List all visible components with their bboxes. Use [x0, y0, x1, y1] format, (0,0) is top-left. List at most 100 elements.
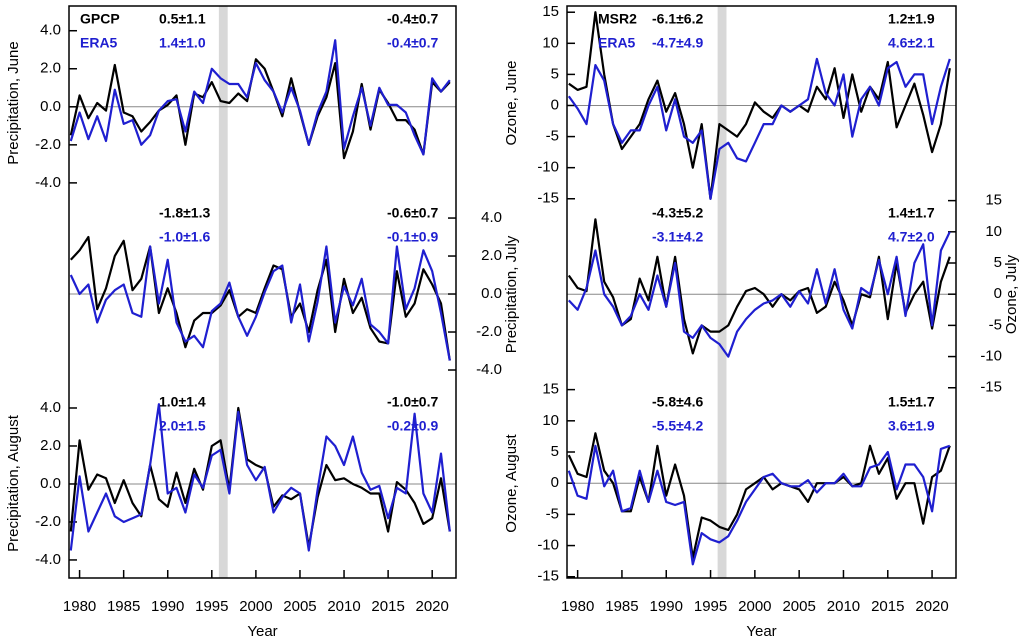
y-tick-label: 5 [994, 254, 1002, 271]
series-line [69, 39, 451, 156]
x-tick-label: 2000 [239, 598, 272, 615]
y-tick-label: 0 [551, 96, 559, 113]
x-tick-label: 1995 [694, 598, 727, 615]
y-tick-label: 0.0 [481, 285, 502, 302]
y-tick-label: 15 [542, 381, 559, 398]
legend-entry: ERA5 [80, 35, 118, 51]
y-tick-label: -5 [546, 128, 559, 145]
trend-label: -3.1±4.2 [652, 229, 703, 245]
trend-label: 1.5±1.7 [888, 394, 935, 410]
x-tick-label: 2000 [738, 598, 771, 615]
y-tick-label: 10 [542, 34, 559, 51]
y-tick-label: 0 [994, 285, 1002, 302]
y-axis-label: Precipitation, July [503, 235, 520, 353]
series-line [69, 406, 451, 548]
highlight-band [717, 6, 727, 200]
y-tick-label: 4.0 [40, 399, 61, 416]
y-tick-label: -15 [537, 568, 559, 585]
y-axis-label: Precipitation, June [5, 41, 22, 164]
x-axis-label: Year [247, 623, 277, 640]
x-tick-label: 1990 [151, 598, 184, 615]
y-tick-label: 2.0 [40, 437, 61, 454]
plot-frame [68, 5, 457, 579]
y-tick-label: -15 [537, 190, 559, 207]
trend-label: -4.7±4.9 [652, 35, 703, 51]
x-tick-label: 1985 [107, 598, 140, 615]
x-tick-label: 2015 [371, 598, 404, 615]
y-tick-label: -2.0 [476, 323, 502, 340]
series-line [69, 245, 451, 361]
y-tick-label: -10 [537, 159, 559, 176]
y-tick-label: 4.0 [481, 209, 502, 226]
trend-label: -0.4±0.7 [387, 35, 438, 51]
y-tick-label: 4.0 [40, 22, 61, 39]
trend-label: -0.2±0.9 [387, 418, 438, 434]
highlight-band [218, 6, 228, 200]
trend-label: -5.5±4.2 [652, 418, 703, 434]
y-axis-label: Ozone, June [503, 60, 520, 145]
y-tick-label: -10 [537, 537, 559, 554]
x-tick-label: 1985 [605, 598, 638, 615]
x-tick-label: 1980 [63, 598, 96, 615]
y-tick-label: 5 [551, 65, 559, 82]
trend-label: 1.4±1.0 [159, 35, 206, 51]
y-tick-label: -4.0 [35, 551, 61, 568]
y-axis-label: Ozone, August [503, 433, 520, 532]
trend-label: 1.0±1.4 [159, 394, 206, 410]
x-tick-label: 1995 [195, 598, 228, 615]
y-tick-label: 2.0 [481, 247, 502, 264]
y-tick-label: 2.0 [40, 60, 61, 77]
y-tick-label: 0.0 [40, 475, 61, 492]
y-tick-label: 5 [551, 443, 559, 460]
trend-label: -0.1±0.9 [387, 229, 438, 245]
y-tick-label: -5 [989, 316, 1002, 333]
trend-label: 4.6±2.1 [888, 35, 935, 51]
legend-entry: ERA5 [598, 35, 636, 51]
trend-label: 3.6±1.9 [888, 418, 935, 434]
series-line [69, 58, 451, 160]
plot-frame [566, 5, 957, 579]
x-tick-label: 2015 [871, 598, 904, 615]
trend-label: -1.0±1.6 [159, 229, 210, 245]
y-tick-label: 0.0 [40, 98, 61, 115]
y-tick-label: 0 [551, 474, 559, 491]
y-tick-label: 10 [542, 412, 559, 429]
x-tick-label: 2020 [416, 598, 449, 615]
x-tick-label: 1980 [561, 598, 594, 615]
legend-entry: MSR2 [598, 11, 637, 27]
trend-label: 4.7±2.0 [888, 229, 935, 245]
x-tick-label: 1990 [650, 598, 683, 615]
x-axis-label: Year [746, 623, 776, 640]
series-line [567, 432, 951, 560]
y-tick-label: -4.0 [476, 361, 502, 378]
trend-label: -1.8±1.3 [159, 205, 210, 221]
series-line [567, 57, 951, 200]
series-line [69, 403, 451, 552]
trend-label: -4.3±5.2 [652, 205, 703, 221]
trend-label: 1.2±1.9 [888, 11, 935, 27]
x-tick-label: 2010 [827, 598, 860, 615]
trend-label: -0.6±0.7 [387, 205, 438, 221]
trend-label: -5.8±4.6 [652, 394, 703, 410]
y-tick-label: -10 [980, 348, 1002, 365]
series-line [567, 231, 951, 358]
y-tick-label: 15 [985, 192, 1002, 209]
y-tick-label: 10 [985, 223, 1002, 240]
y-tick-label: -4.0 [35, 174, 61, 191]
y-tick-label: -2.0 [35, 513, 61, 530]
trend-label: 2.0±1.5 [159, 418, 206, 434]
y-tick-label: -15 [980, 379, 1002, 396]
trend-label: -6.1±6.2 [652, 11, 703, 27]
x-tick-label: 2010 [327, 598, 360, 615]
y-tick-label: -5 [546, 505, 559, 522]
y-tick-label: 15 [542, 3, 559, 20]
trend-label: 1.4±1.7 [888, 205, 935, 221]
x-tick-label: 2005 [283, 598, 316, 615]
x-tick-label: 2005 [782, 598, 815, 615]
y-axis-label: Ozone, July [1003, 254, 1020, 334]
legend-entry: GPCP [80, 11, 120, 27]
y-axis-label: Precipitation, August [5, 414, 22, 552]
y-tick-label: -2.0 [35, 136, 61, 153]
trend-label: 0.5±1.1 [159, 11, 206, 27]
